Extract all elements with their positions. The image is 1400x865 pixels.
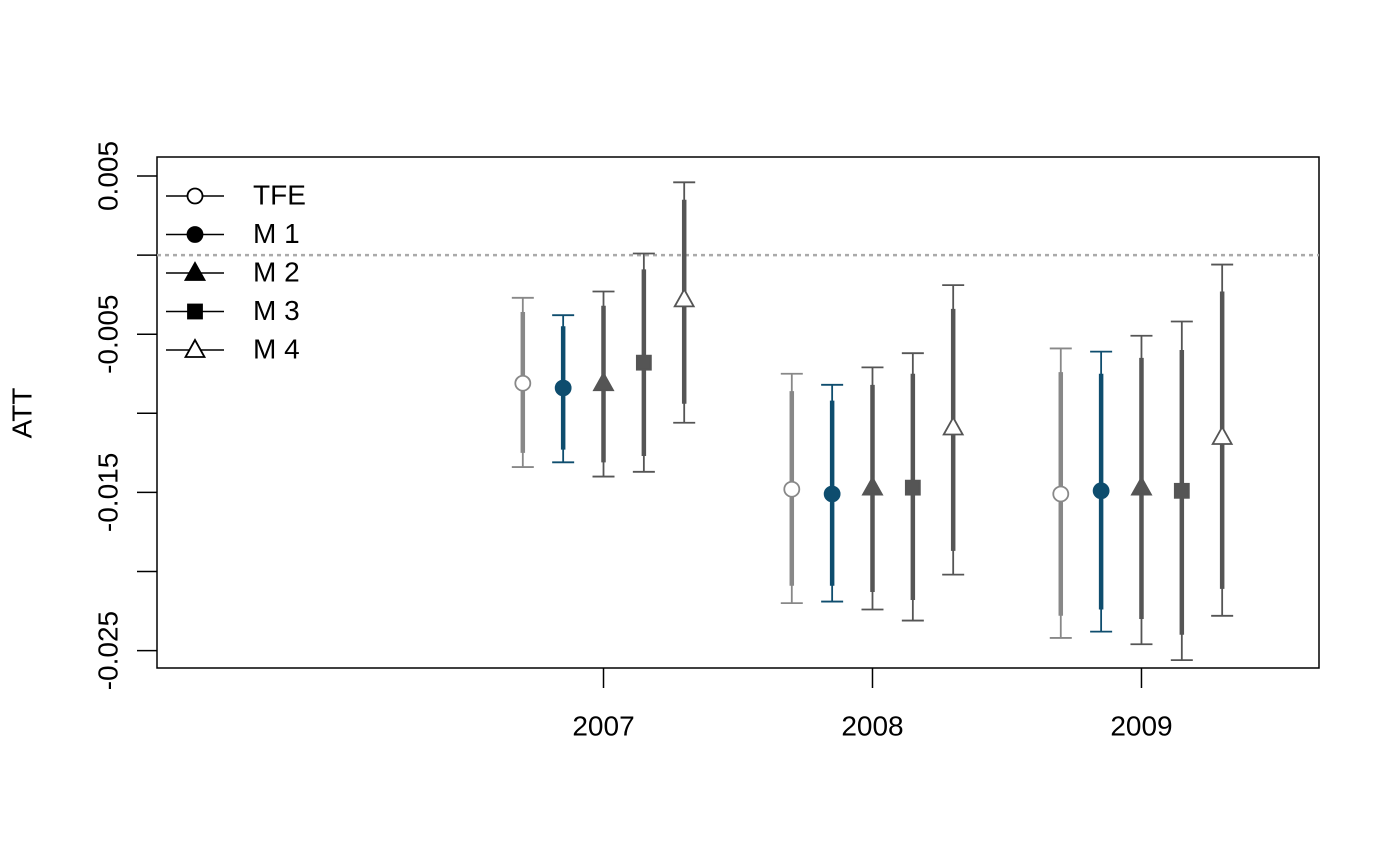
point: [823, 485, 841, 503]
point: [514, 374, 532, 392]
legend-marker: [183, 261, 207, 281]
point: [904, 479, 921, 496]
legend-label: M 1: [253, 218, 300, 249]
y-tick-label: -0.005: [92, 294, 123, 373]
point: [1211, 425, 1234, 445]
point: [1130, 475, 1153, 496]
legend-label: TFE: [253, 179, 306, 210]
y-tick-label: 0.005: [92, 141, 123, 211]
legend-marker: [186, 187, 204, 205]
point: [673, 287, 696, 308]
x-tick-label: 2008: [841, 710, 903, 741]
point: [592, 371, 615, 392]
legend-marker: [186, 226, 204, 243]
legend-label: M 2: [253, 256, 300, 287]
y-tick-label: -0.025: [92, 611, 123, 690]
x-tick-label: 2007: [572, 710, 634, 741]
point: [861, 475, 884, 496]
y-tick-label: -0.015: [92, 453, 123, 532]
legend-label: M 4: [253, 333, 300, 364]
legend-marker: [187, 303, 203, 320]
point: [783, 480, 801, 498]
point: [1052, 485, 1070, 503]
point: [554, 379, 572, 397]
x-tick-label: 2009: [1110, 710, 1172, 741]
point: [635, 354, 652, 371]
legend-label: M 3: [253, 295, 300, 326]
point: [942, 415, 965, 436]
y-axis-label: ATT: [6, 388, 37, 439]
legend-marker: [183, 338, 207, 358]
point: [1173, 482, 1190, 499]
plot-frame: [156, 156, 1320, 669]
point: [1092, 482, 1110, 500]
